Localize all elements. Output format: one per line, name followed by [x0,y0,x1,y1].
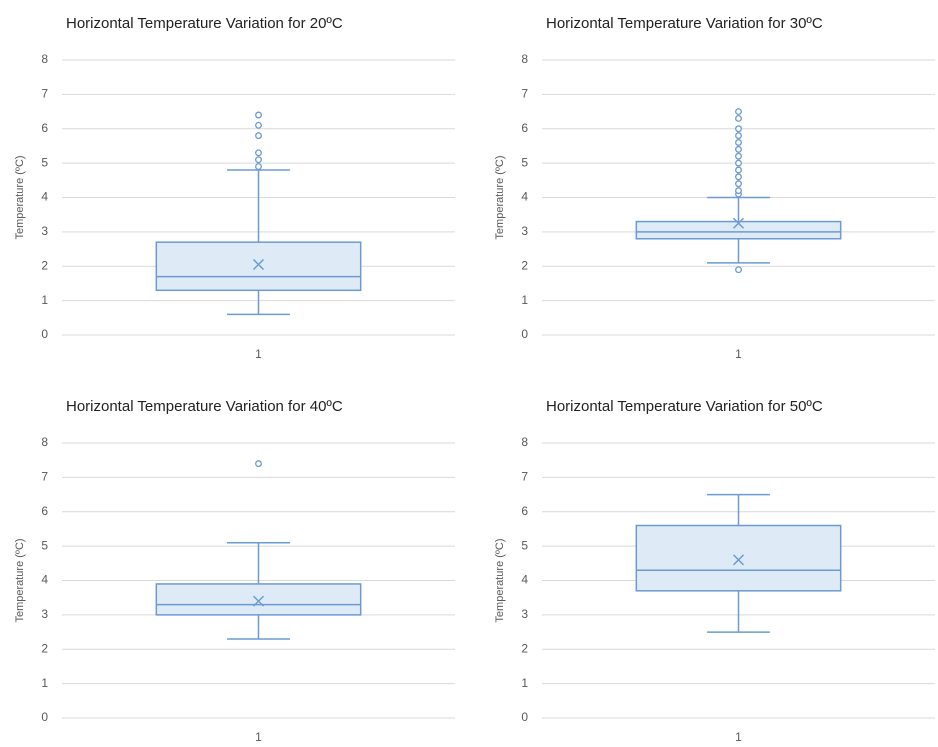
outlier [255,163,262,171]
chart-title: Horizontal Temperature Variation for 50º… [546,398,823,415]
y-tick-label: 6 [521,504,528,518]
outlier [255,156,262,164]
y-tick-label: 4 [521,573,528,587]
y-tick-label: 1 [521,676,528,690]
mean-marker [732,217,745,229]
outlier [735,266,742,274]
y-tick-label: 4 [41,190,48,204]
y-tick-label: 3 [41,607,48,621]
chart-panel: Horizontal Temperature Variation for 20º… [14,15,455,361]
y-tick-label: 6 [41,121,48,135]
chart-title: Horizontal Temperature Variation for 30º… [546,15,823,32]
chart-title: Horizontal Temperature Variation for 20º… [66,15,343,32]
outlier [255,111,262,119]
y-tick-label: 5 [521,155,528,169]
x-tick-label: 1 [735,730,742,744]
y-axis-label: Temperature (ºC) [494,538,506,622]
y-tick-label: 8 [41,435,48,449]
outlier [735,139,742,146]
y-tick-label: 1 [521,293,528,307]
box [155,241,362,292]
y-tick-label: 2 [521,258,528,272]
y-tick-label: 7 [41,87,48,101]
box [635,220,842,240]
y-axis-label: Temperature (ºC) [494,155,506,239]
chart-panel: Horizontal Temperature Variation for 50º… [494,398,935,744]
y-tick-label: 8 [41,52,48,66]
mean-marker [732,554,745,566]
box [635,524,842,592]
y-tick-label: 2 [41,641,48,655]
y-tick-label: 1 [41,293,48,307]
y-tick-label: 3 [521,607,528,621]
outlier [735,159,742,167]
outlier [735,108,742,116]
y-tick-label: 7 [521,87,528,101]
outlier [735,173,742,181]
y-axis-label: Temperature (ºC) [14,538,26,622]
outlier [255,121,262,129]
y-tick-label: 3 [521,224,528,238]
outlier [735,152,742,160]
outlier [735,114,742,122]
x-tick-label: 1 [735,347,742,361]
y-tick-label: 3 [41,224,48,238]
y-tick-label: 4 [521,190,528,204]
outlier [735,187,742,195]
y-tick-label: 1 [41,676,48,690]
y-axis-label: Temperature (ºC) [14,155,26,239]
y-tick-label: 7 [521,470,528,484]
x-tick-label: 1 [255,730,262,744]
y-tick-label: 5 [521,538,528,552]
y-tick-label: 7 [41,470,48,484]
outlier [735,166,742,174]
y-tick-label: 0 [41,327,48,341]
outlier [735,132,742,140]
outlier [735,180,742,188]
outlier [735,145,742,153]
y-tick-label: 0 [521,327,528,341]
y-tick-label: 8 [521,435,528,449]
y-tick-label: 5 [41,538,48,552]
chart-panel: Horizontal Temperature Variation for 40º… [14,398,455,744]
y-tick-label: 8 [521,52,528,66]
chart-title: Horizontal Temperature Variation for 40º… [66,398,343,415]
outlier [255,132,262,140]
chart-panel: Horizontal Temperature Variation for 30º… [494,15,935,361]
y-tick-label: 4 [41,573,48,587]
mean-marker [252,595,265,607]
mean-marker [252,259,265,271]
y-tick-label: 2 [41,258,48,272]
box [155,583,362,616]
outlier [255,149,262,157]
y-tick-label: 6 [521,121,528,135]
y-tick-label: 6 [41,504,48,518]
y-tick-label: 0 [521,710,528,724]
outlier [255,460,262,468]
y-tick-label: 2 [521,641,528,655]
y-tick-label: 5 [41,155,48,169]
outlier [735,125,742,133]
y-tick-label: 0 [41,710,48,724]
x-tick-label: 1 [255,347,262,361]
